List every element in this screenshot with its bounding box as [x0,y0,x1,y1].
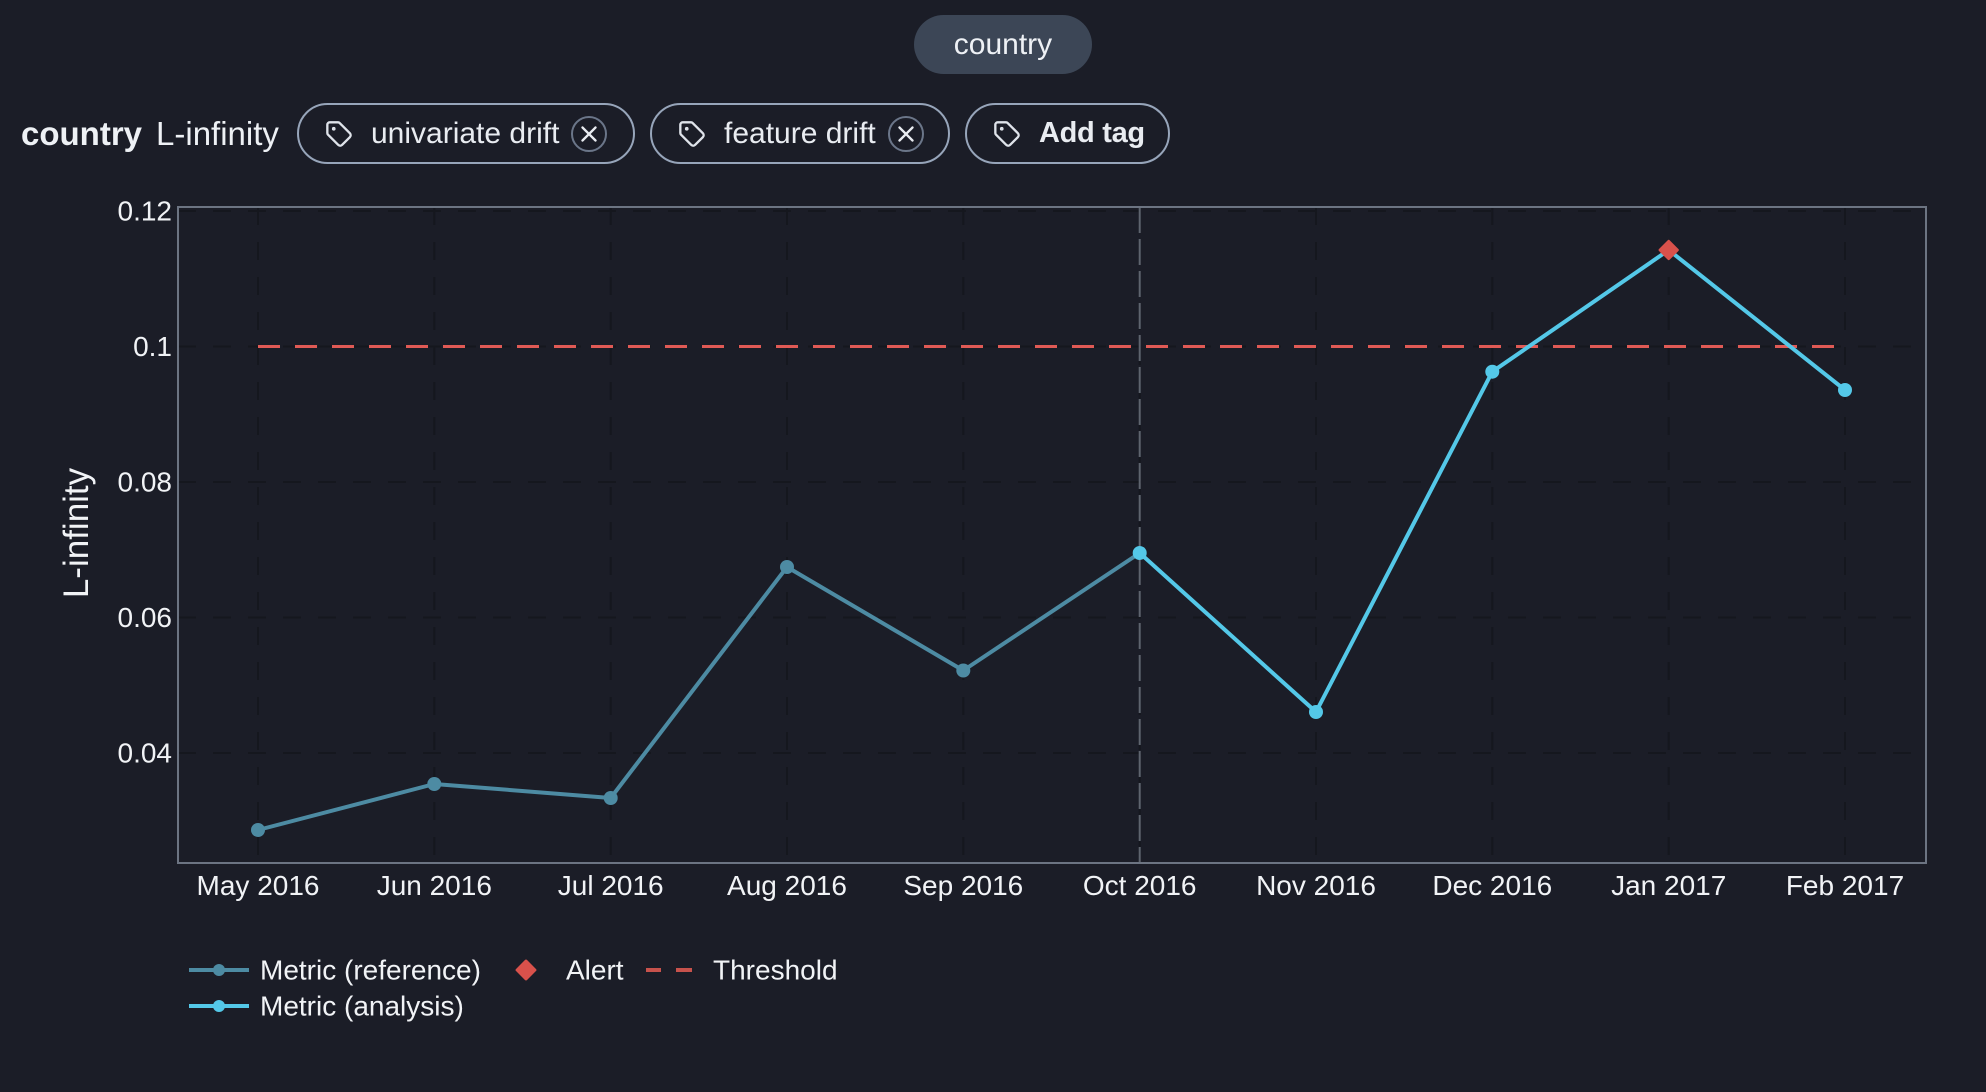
svg-text:L-infinity: L-infinity [57,467,96,598]
svg-text:Metric (analysis): Metric (analysis) [260,991,464,1022]
svg-text:0.04: 0.04 [118,738,173,769]
svg-text:Oct 2016: Oct 2016 [1083,870,1197,901]
svg-text:Threshold: Threshold [713,955,838,986]
svg-text:Dec 2016: Dec 2016 [1432,870,1552,901]
svg-text:Metric (reference): Metric (reference) [260,955,481,986]
svg-text:Feb 2017: Feb 2017 [1786,870,1904,901]
svg-text:Nov 2016: Nov 2016 [1256,870,1376,901]
svg-text:Sep 2016: Sep 2016 [903,870,1023,901]
svg-text:Aug 2016: Aug 2016 [727,870,847,901]
svg-text:0.1: 0.1 [133,331,172,362]
svg-text:May 2016: May 2016 [197,870,320,901]
svg-text:0.12: 0.12 [118,196,173,227]
svg-text:Jul 2016: Jul 2016 [558,870,664,901]
svg-text:0.08: 0.08 [118,467,173,498]
svg-text:Alert: Alert [566,955,624,986]
svg-text:Jan 2017: Jan 2017 [1611,870,1726,901]
svg-text:Jun 2016: Jun 2016 [377,870,492,901]
svg-text:0.06: 0.06 [118,602,173,633]
